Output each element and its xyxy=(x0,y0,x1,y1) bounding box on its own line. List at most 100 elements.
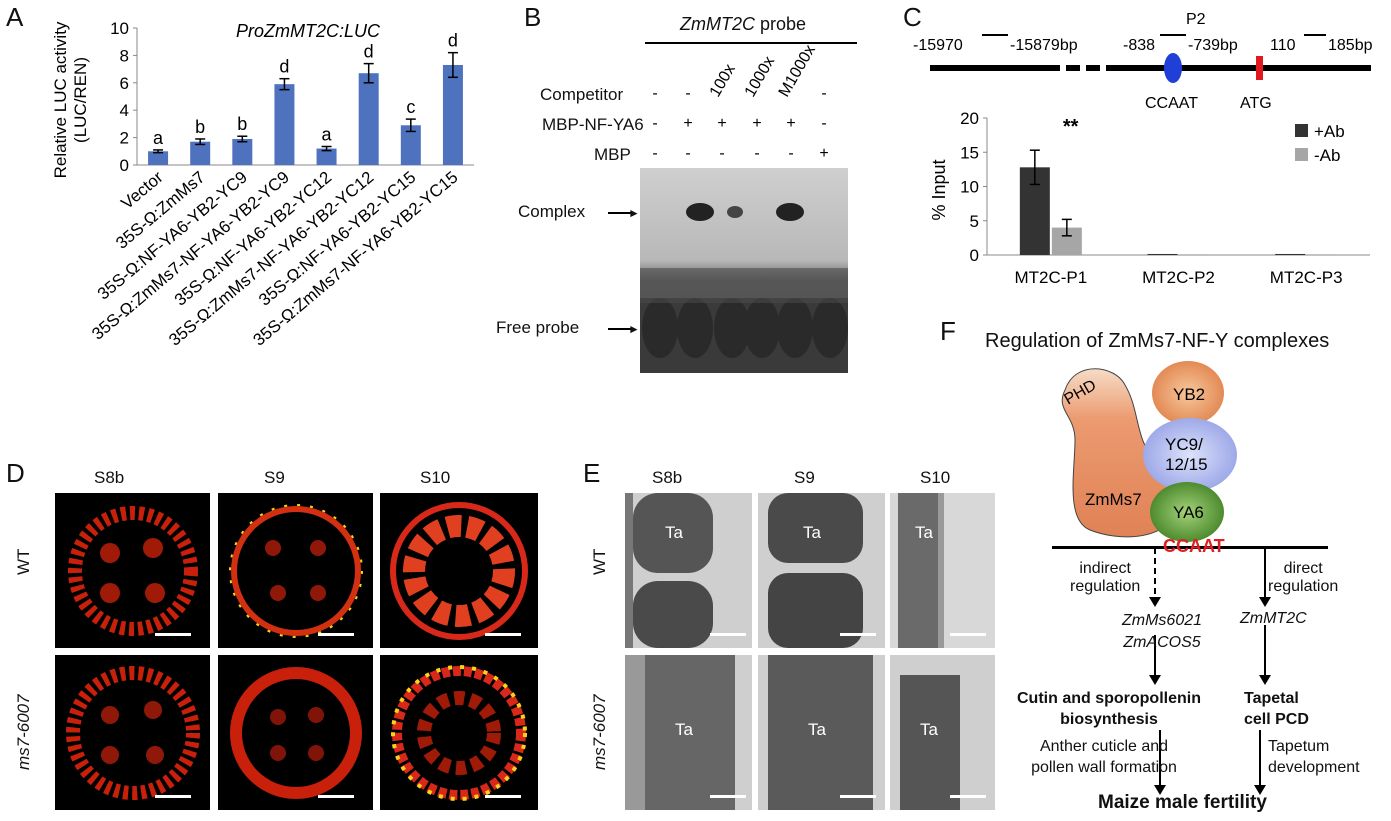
fertility-outcome: Maize male fertility xyxy=(1098,792,1267,813)
map-coord-2: -15879bp xyxy=(1010,37,1078,54)
competitor-cell: - xyxy=(821,85,826,102)
legend-swatch xyxy=(1295,148,1308,161)
confocal-ms7-s9 xyxy=(218,655,373,810)
confocal-wt-s9 xyxy=(218,493,373,648)
competitor-cell: - xyxy=(685,85,690,102)
emsa-gel-image xyxy=(640,168,848,373)
bar xyxy=(1307,254,1338,255)
bar xyxy=(358,73,379,165)
panel-label-f: F xyxy=(940,316,956,346)
row-label-mbp: MBP xyxy=(594,145,631,164)
significance-letter: d xyxy=(364,42,374,62)
anther-line-1: Anther cuticle and xyxy=(1039,738,1169,755)
y-tick-label: 4 xyxy=(120,101,129,120)
chart-c-ylabel: % Input xyxy=(929,159,949,220)
x-tick-label: MT2C-P3 xyxy=(1270,268,1343,287)
significance-letter: d xyxy=(279,57,289,77)
mbp-cell: + xyxy=(819,145,828,162)
tapetum-line-1: Tapetum xyxy=(1268,738,1330,755)
yb2-label: YB2 xyxy=(1173,385,1205,404)
tem-ta-label: Ta xyxy=(803,523,821,542)
probe-title-underline xyxy=(645,42,857,44)
ccaat-text: CCAAT xyxy=(1163,536,1225,556)
map-ccaat: CCAAT xyxy=(1145,95,1198,112)
significance-letter: a xyxy=(153,128,164,148)
cutin-line-2: biosynthesis xyxy=(1060,711,1158,728)
complex-arrowhead: ► xyxy=(628,206,640,220)
promoter-map: P2 P1 P3 -15970 -15879bp -838 -739bp 110… xyxy=(913,11,1373,112)
competitor-cell: M1000x xyxy=(776,42,819,100)
bar xyxy=(274,84,295,165)
x-tick-label: MT2C-P1 xyxy=(1014,268,1087,287)
direct-line-2: regulation xyxy=(1268,578,1339,595)
significance-letter: c xyxy=(406,97,415,117)
tem-ta-label: Ta xyxy=(915,523,933,542)
map-coord-4: -739bp xyxy=(1188,37,1238,54)
y-tick-label: 15 xyxy=(960,143,979,162)
bar xyxy=(1147,253,1178,255)
bar xyxy=(148,151,169,165)
chart-a-ylabel-2: (LUC/REN) xyxy=(71,57,90,143)
y-tick-label: 0 xyxy=(970,246,979,265)
y-tick-label: 2 xyxy=(120,129,129,148)
competitor-cell: - xyxy=(652,85,657,102)
model-title: Regulation of ZmMs7-NF-Y complexes xyxy=(985,330,1330,352)
luc-activity-bar-chart: ProZmMT2C:LUC Relative LUC activity (LUC… xyxy=(51,19,474,350)
panel-label-c: C xyxy=(903,2,922,32)
tapetal-line-2: cell PCD xyxy=(1244,711,1309,728)
complex-model-diagram: PHD ZmMs7 YB2 YC9/ 12/15 YA6 xyxy=(1062,361,1237,542)
e-stage-s8b: S8b xyxy=(652,468,683,487)
anther-line-2: pollen wall formation xyxy=(1031,759,1177,776)
ms7-label: ZmMs7 xyxy=(1085,490,1142,509)
tem-ta-label: Ta xyxy=(665,523,683,542)
complex-label: Complex xyxy=(518,202,586,221)
competitor-cell: 100x xyxy=(707,61,739,100)
e-row-ms7: ms7-6007 xyxy=(590,694,609,770)
map-coord-6: 185bp xyxy=(1328,37,1373,54)
confocal-ms7-s8b xyxy=(55,655,210,810)
confocal-wt-s10 xyxy=(380,493,538,648)
mbp-nf-ya6-cell: - xyxy=(821,115,826,132)
panel-label-b: B xyxy=(524,2,542,32)
d-stage-s8b: S8b xyxy=(94,468,125,487)
significance-letter: b xyxy=(237,114,247,134)
tem-ms7-s8b: Ta xyxy=(625,655,752,810)
cutin-line-1: Cutin and sporopollenin xyxy=(1017,690,1201,707)
indirect-genes: ZmMs6021 ZmACOS5 xyxy=(1122,610,1202,654)
chart-a-ylabel-1: Relative LUC activity xyxy=(51,21,70,178)
mbp-nf-ya6-cell: + xyxy=(717,115,726,132)
chart-a-title: ProZmMT2C:LUC xyxy=(236,21,381,41)
free-probe-label: Free probe xyxy=(496,318,580,337)
map-atg: ATG xyxy=(1240,95,1272,112)
bar xyxy=(1275,253,1306,255)
ya6-label: YA6 xyxy=(1173,503,1204,522)
y-tick-label: 10 xyxy=(960,178,979,197)
bar xyxy=(400,125,421,165)
e-stage-s10: S10 xyxy=(920,468,951,487)
bar xyxy=(316,148,337,165)
mbp-cell: - xyxy=(685,145,690,162)
free-probe-arrow xyxy=(608,328,634,330)
tem-wt-s9: Ta xyxy=(758,493,885,648)
direct-line-1: direct xyxy=(1283,560,1323,577)
tapetum-line-2: development xyxy=(1268,759,1360,776)
e-row-wt: WT xyxy=(590,548,609,575)
panel-label-e: E xyxy=(583,458,601,488)
yc-label-1: YC9/ xyxy=(1165,435,1203,454)
emsa-probe-title: ZmMT2C probe xyxy=(680,14,806,35)
mbp-cell: - xyxy=(719,145,724,162)
anther-outcome: Anther cuticle and pollen wall formation xyxy=(1014,736,1194,778)
tem-wt-s8b: Ta xyxy=(625,493,752,648)
map-p2: P2 xyxy=(1186,11,1206,28)
y-tick-label: 6 xyxy=(120,74,129,93)
probe-gene-name: ZmMT2C xyxy=(680,14,755,34)
competitor-cell: 1000x xyxy=(742,54,779,100)
ccaat-box-marker xyxy=(1164,53,1182,83)
panel-label-a: A xyxy=(6,2,24,32)
y-tick-label: 5 xyxy=(970,212,979,231)
atg-marker xyxy=(1256,56,1263,80)
gene-zmacos5: ZmACOS5 xyxy=(1123,634,1201,651)
map-coord-3: -838 xyxy=(1123,37,1155,54)
confocal-ms7-s10 xyxy=(380,655,538,810)
